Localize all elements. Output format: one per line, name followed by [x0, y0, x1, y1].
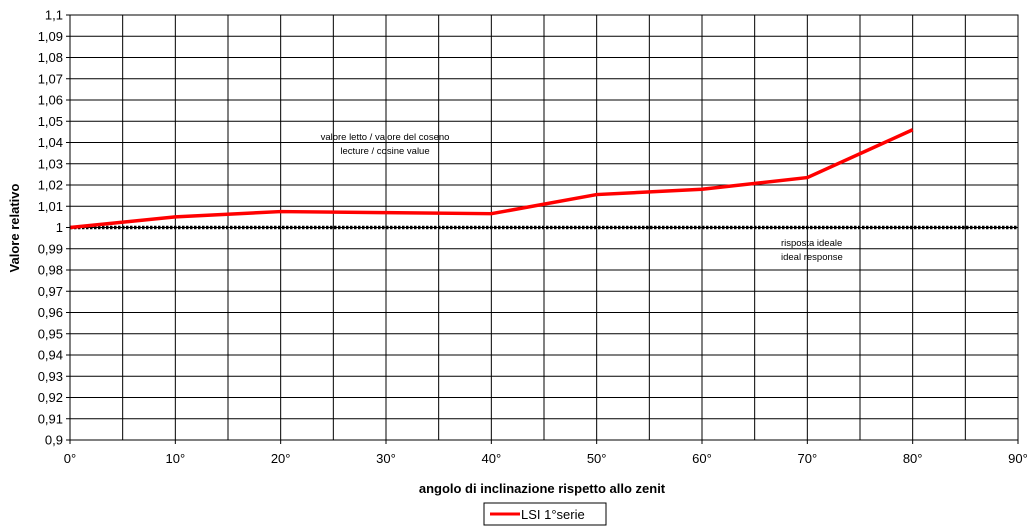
y-tick-label: 0,97 — [38, 284, 63, 299]
y-tick-label: 0,92 — [38, 390, 63, 405]
y-tick-label: 1,04 — [38, 135, 63, 150]
x-tick-label: 90° — [1008, 451, 1028, 466]
gridlines — [70, 15, 1018, 440]
y-tick-label: 1,05 — [38, 114, 63, 129]
y-tick-label: 1,1 — [45, 8, 63, 23]
y-tick-label: 1,06 — [38, 93, 63, 108]
y-tick-label: 0,94 — [38, 348, 63, 363]
x-axis-ticks: 0° 10° 20° 30° 40° 50° 60° 70° 80° 90° — [64, 440, 1028, 466]
y-tick-label: 0,95 — [38, 326, 63, 341]
y-tick-label: 0,96 — [38, 305, 63, 320]
y-tick-label: 1,09 — [38, 29, 63, 44]
y-tick-label: 1,07 — [38, 71, 63, 86]
annotation-measured-line1: valore letto / valore del coseno — [321, 132, 450, 143]
x-tick-label: 80° — [903, 451, 923, 466]
legend-box — [483, 502, 607, 526]
y-tick-label: 1,02 — [38, 178, 63, 193]
y-tick-label: 0,91 — [38, 411, 63, 426]
x-tick-label: 70° — [797, 451, 817, 466]
annotation-ideal-line2: ideal response — [781, 252, 843, 263]
y-tick-label: 0,98 — [38, 263, 63, 278]
x-tick-label: 50° — [587, 451, 607, 466]
x-axis-title: angolo di inclinazione rispetto allo zen… — [419, 481, 666, 496]
series-line-lsi-1-serie — [69, 128, 914, 230]
legend-label-lsi-1-serie: LSI 1°serie — [521, 507, 585, 522]
y-tick-label: 1,03 — [38, 156, 63, 171]
annotation-measured-line2: lecture / cosine value — [340, 146, 429, 157]
x-tick-label: 40° — [481, 451, 501, 466]
x-tick-label: 30° — [376, 451, 396, 466]
series-layer — [69, 128, 1018, 230]
y-tick-label: 1 — [56, 220, 63, 235]
y-tick-label: 0,93 — [38, 369, 63, 384]
y-tick-label: 1,08 — [38, 50, 63, 65]
x-tick-label: 20° — [271, 451, 291, 466]
x-tick-label: 0° — [64, 451, 76, 466]
y-axis-title: Valore relativo — [7, 184, 22, 273]
x-tick-label: 60° — [692, 451, 712, 466]
annotation-ideal-line1: risposta ideale — [781, 238, 842, 249]
x-tick-label: 10° — [165, 451, 185, 466]
y-tick-label: 0,9 — [45, 433, 63, 448]
y-axis-ticks: 0,9 0,91 0,92 0,93 0,94 0,95 0,96 0,97 0,98 0,99 1… — [38, 8, 70, 448]
y-tick-label: 0,99 — [38, 241, 63, 256]
legend: LSI 1°serie — [483, 502, 607, 526]
y-tick-label: 1,01 — [38, 199, 63, 214]
